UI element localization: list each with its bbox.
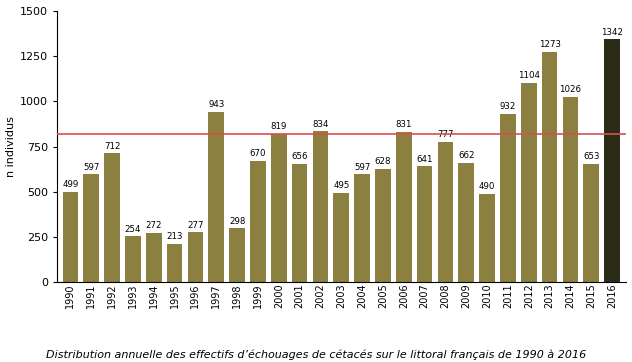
- Bar: [292, 164, 307, 282]
- Bar: [229, 228, 245, 282]
- Text: 641: 641: [416, 155, 433, 164]
- Text: 831: 831: [396, 120, 412, 129]
- Text: 670: 670: [250, 150, 266, 159]
- Text: 712: 712: [104, 142, 120, 151]
- Bar: [313, 131, 328, 282]
- Text: 490: 490: [479, 182, 495, 191]
- Text: 932: 932: [500, 102, 516, 111]
- Bar: [209, 112, 224, 282]
- Text: 499: 499: [63, 180, 78, 189]
- Text: 1104: 1104: [518, 71, 540, 80]
- Bar: [542, 52, 557, 282]
- Bar: [375, 169, 391, 282]
- Text: 656: 656: [291, 152, 308, 161]
- Bar: [104, 153, 120, 282]
- Bar: [437, 142, 453, 282]
- Bar: [604, 39, 620, 282]
- Text: 277: 277: [187, 220, 204, 230]
- Text: 597: 597: [354, 163, 370, 172]
- Text: 662: 662: [458, 151, 475, 160]
- Text: 1026: 1026: [559, 85, 581, 94]
- Text: 628: 628: [375, 157, 391, 166]
- Text: 653: 653: [583, 152, 600, 161]
- Text: 597: 597: [83, 163, 99, 172]
- Text: 777: 777: [437, 130, 454, 139]
- Text: 943: 943: [208, 100, 224, 109]
- Bar: [417, 167, 432, 282]
- Bar: [167, 244, 183, 282]
- Bar: [125, 236, 141, 282]
- Bar: [188, 232, 204, 282]
- Text: 1342: 1342: [601, 28, 623, 37]
- Bar: [458, 163, 474, 282]
- Bar: [83, 174, 99, 282]
- Bar: [396, 132, 411, 282]
- Text: 819: 819: [270, 122, 287, 131]
- Y-axis label: n individus: n individus: [6, 116, 16, 177]
- Bar: [334, 193, 349, 282]
- Text: 298: 298: [229, 217, 245, 226]
- Text: 1273: 1273: [538, 40, 561, 49]
- Text: Distribution annuelle des effectifs d’échouages de cétacés sur le littoral franç: Distribution annuelle des effectifs d’éc…: [46, 350, 586, 360]
- Bar: [250, 161, 265, 282]
- Text: 834: 834: [312, 120, 329, 129]
- Bar: [479, 194, 495, 282]
- Text: 272: 272: [145, 222, 162, 231]
- Bar: [583, 164, 599, 282]
- Bar: [500, 114, 516, 282]
- Bar: [521, 83, 537, 282]
- Bar: [271, 134, 286, 282]
- Text: 495: 495: [333, 181, 349, 190]
- Bar: [562, 97, 578, 282]
- Text: 213: 213: [166, 232, 183, 241]
- Bar: [63, 192, 78, 282]
- Bar: [355, 174, 370, 282]
- Text: 254: 254: [125, 225, 141, 234]
- Bar: [146, 233, 162, 282]
